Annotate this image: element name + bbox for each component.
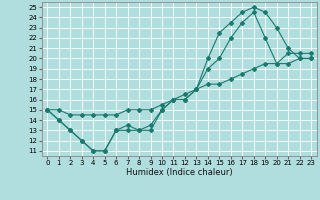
X-axis label: Humidex (Indice chaleur): Humidex (Indice chaleur) (126, 168, 233, 177)
